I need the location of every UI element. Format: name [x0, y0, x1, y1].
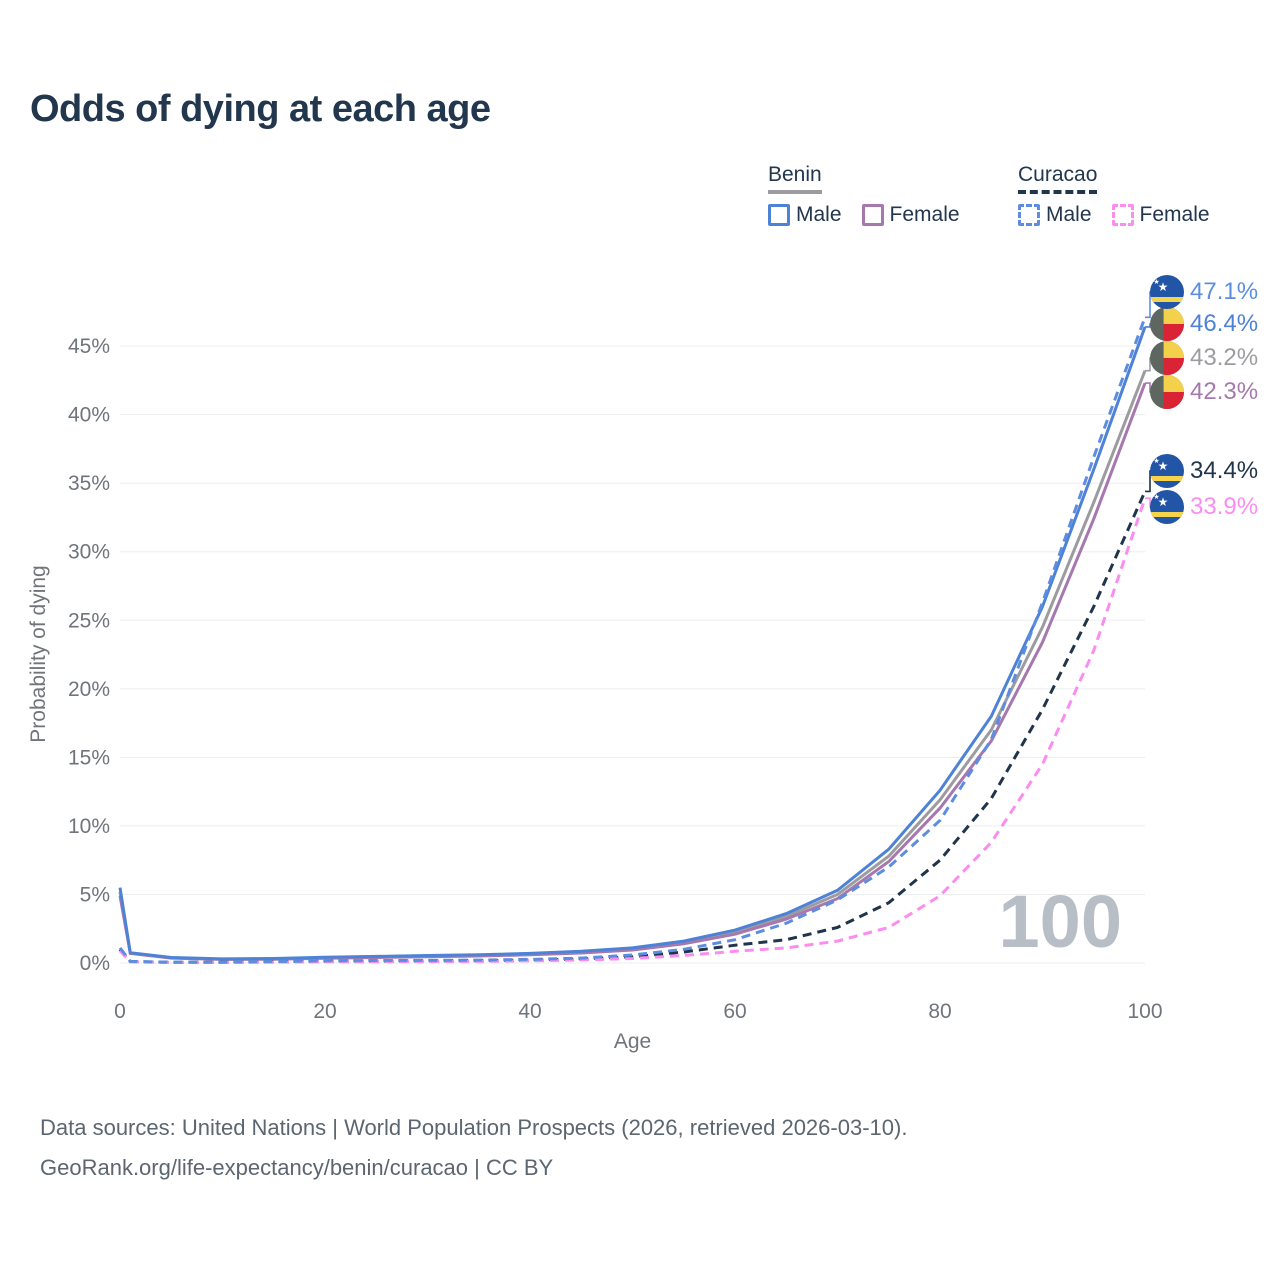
x-axis-title: Age — [614, 1030, 651, 1053]
y-tick-label: 10% — [68, 815, 110, 838]
y-tick-label: 40% — [68, 404, 110, 427]
y-tick-label: 0% — [80, 952, 110, 975]
benin-flag-icon — [1150, 307, 1184, 341]
legend-country-label: Benin — [768, 163, 822, 186]
benin-female-swatch-icon — [861, 204, 884, 226]
attribution-text: GeoRank.org/life-expectancy/benin/curaca… — [40, 1155, 554, 1180]
x-tick-label: 0 — [114, 1000, 126, 1023]
end-label-value: 33.9% — [1190, 493, 1259, 520]
series-line-curacao-male — [118, 316, 1147, 964]
curacao-flag-icon: ★ ★ — [1150, 275, 1184, 309]
end-label-value: 34.4% — [1190, 457, 1259, 484]
end-label-value: 43.2% — [1190, 344, 1259, 371]
svg-text:★: ★ — [1153, 278, 1159, 286]
legend-item-curacao-female: Female — [1111, 203, 1210, 227]
legend-items-benin: Male Female — [768, 203, 960, 227]
x-tick-label: 40 — [518, 1000, 541, 1023]
legend-item-label: Male — [1046, 203, 1092, 226]
y-tick-label: 45% — [68, 335, 110, 358]
watermark-age: 100 — [999, 880, 1122, 963]
benin-flag-icon — [1150, 341, 1184, 375]
series-line-benin-total — [118, 370, 1147, 961]
legend-country-label: Curacao — [1018, 163, 1098, 186]
curacao-male-swatch-icon — [1018, 204, 1040, 226]
end-label-benin-total: 43.2% — [1150, 341, 1258, 375]
end-label-benin-female: 42.3% — [1150, 375, 1258, 409]
legend-group-benin: Benin Male Female — [768, 163, 960, 227]
svg-text:★: ★ — [1158, 459, 1169, 473]
x-tick-label: 60 — [723, 1000, 746, 1023]
legend-item-benin-female: Female — [861, 203, 960, 227]
y-tick-label: 30% — [68, 541, 110, 564]
benin-male-swatch-icon — [768, 204, 790, 226]
end-label-curacao-male: ★ ★ 47.1% — [1150, 275, 1258, 309]
legend-country-curacao: Curacao — [1018, 163, 1098, 194]
curacao-flag-icon: ★ ★ — [1150, 454, 1184, 488]
end-label-value: 46.4% — [1190, 310, 1259, 337]
page-title: Odds of dying at each age — [30, 88, 491, 130]
legend-items-curacao: Male Female — [1018, 203, 1210, 227]
x-tick-label: 100 — [1127, 1000, 1162, 1023]
series-line-curacao-female — [118, 497, 1147, 964]
y-tick-label: 25% — [68, 609, 110, 632]
y-tick-label: 15% — [68, 746, 110, 769]
x-tick-label: 80 — [928, 1000, 951, 1023]
curacao-female-swatch-icon — [1111, 204, 1134, 226]
x-tick-label: 20 — [313, 1000, 336, 1023]
end-label-curacao-total: ★ ★ 34.4% — [1150, 454, 1258, 488]
legend-item-label: Male — [796, 203, 842, 226]
chart-footer: Data sources: United Nations | World Pop… — [40, 1108, 907, 1188]
legend-item-benin-male: Male — [768, 203, 842, 227]
data-sources-text: Data sources: United Nations | World Pop… — [40, 1115, 908, 1140]
series-line-curacao-total — [118, 490, 1147, 964]
y-tick-label: 5% — [80, 883, 110, 906]
y-tick-label: 35% — [68, 472, 110, 495]
end-label-benin-male: 46.4% — [1150, 307, 1258, 341]
svg-text:★: ★ — [1158, 280, 1169, 294]
y-tick-label: 20% — [68, 678, 110, 701]
svg-text:★: ★ — [1153, 457, 1159, 465]
legend-item-curacao-male: Male — [1018, 203, 1092, 227]
benin-flag-icon — [1150, 375, 1184, 409]
end-label-curacao-female: ★ ★ 33.9% — [1150, 490, 1258, 524]
series-line-benin-male — [118, 326, 1147, 961]
series-line-benin-female — [118, 382, 1147, 961]
curacao-flag-icon: ★ ★ — [1150, 490, 1184, 524]
legend-item-label: Female — [889, 203, 960, 226]
end-label-value: 47.1% — [1190, 278, 1259, 305]
legend-group-curacao: Curacao Male Female — [1018, 163, 1210, 227]
svg-text:★: ★ — [1158, 495, 1169, 509]
y-axis-title: Probability of dying — [27, 565, 50, 742]
end-label-value: 42.3% — [1190, 378, 1259, 405]
legend-item-label: Female — [1139, 203, 1210, 226]
legend-country-benin: Benin — [768, 163, 822, 194]
svg-text:★: ★ — [1153, 493, 1159, 501]
